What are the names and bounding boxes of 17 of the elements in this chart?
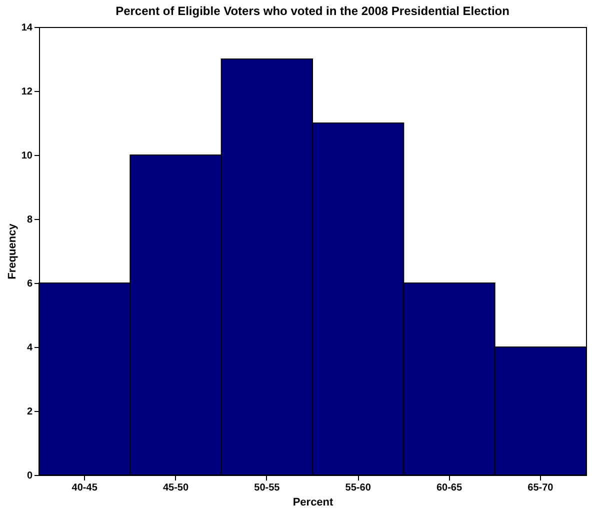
- x-tick-label: 60-65: [436, 482, 462, 494]
- y-tick-label: 14: [21, 22, 33, 34]
- x-tick-label: 65-70: [528, 482, 554, 494]
- y-axis-title: Frequency: [6, 222, 18, 280]
- x-tick-label: 55-60: [345, 482, 372, 494]
- x-tick-label: 45-50: [162, 482, 189, 494]
- x-tick-label: 40-45: [72, 482, 98, 494]
- y-tick-label: 10: [21, 150, 33, 162]
- x-tick-label: 50-55: [254, 482, 280, 494]
- y-tick-label: 2: [26, 406, 33, 418]
- y-tick-label: 0: [26, 470, 33, 482]
- y-tick-label: 6: [26, 278, 33, 290]
- x-axis-title: Percent: [292, 496, 334, 508]
- y-tick-label: 12: [21, 86, 33, 98]
- chart-title: Percent of Eligible Voters who voted in the 2008 Presidential Election: [116, 4, 510, 18]
- y-tick-label: 4: [26, 342, 33, 354]
- y-tick-label: 8: [26, 214, 33, 226]
